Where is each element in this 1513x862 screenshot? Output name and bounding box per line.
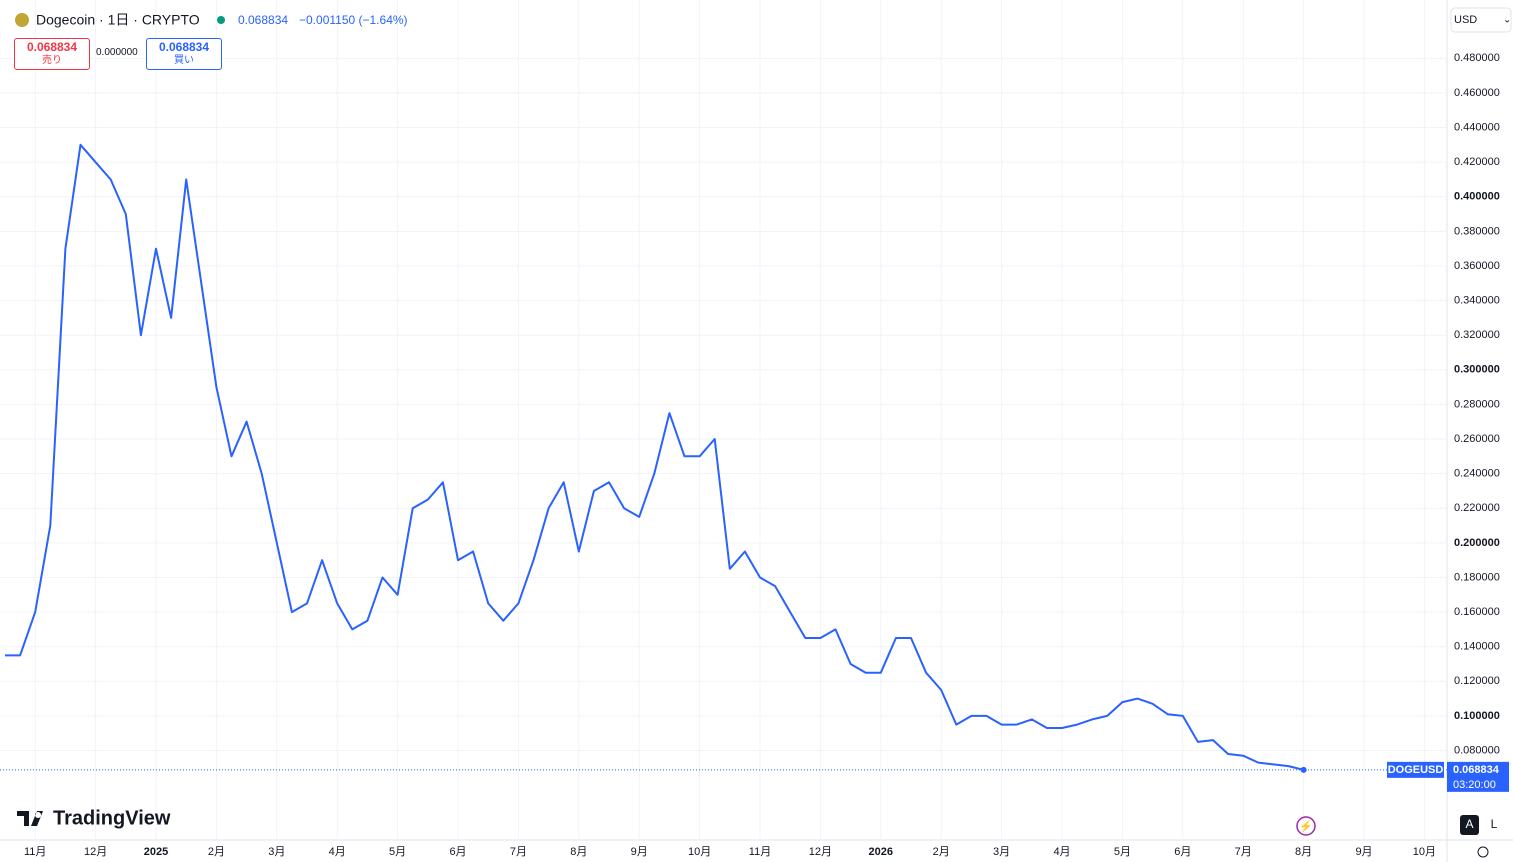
dropdown-arrow[interactable]: ⌄ — [1503, 15, 1511, 26]
auto-scale-button[interactable] — [1460, 815, 1479, 835]
buy-price[interactable]: 0.068834 — [158, 40, 210, 54]
y-tick-label: 0.200000 — [1454, 537, 1500, 549]
marks — [5, 143, 1307, 773]
sell-label[interactable]: 売り — [42, 55, 62, 66]
x-tick-label: 12月 — [84, 846, 107, 858]
y-tick-label: 0.300000 — [1454, 364, 1500, 376]
x-tick-label: 8月 — [570, 846, 587, 858]
x-tick-label: 9月 — [631, 846, 648, 858]
x-tick-label: 6月 — [1174, 846, 1191, 858]
x-tick-label: 4月 — [1053, 846, 1070, 858]
y-tick-label: 0.360000 — [1454, 260, 1500, 272]
x-tick-label: 2026 — [869, 846, 893, 858]
x-tick-label: 7月 — [1235, 846, 1252, 858]
x-tick-label: 2025 — [144, 846, 168, 858]
x-tick-label: 6月 — [449, 846, 466, 858]
x-tick-label: 2月 — [208, 846, 225, 858]
y-tick-label: 0.260000 — [1454, 433, 1500, 445]
x-tick-label: 5月 — [1114, 846, 1131, 858]
spread: 0.000000 — [96, 47, 138, 58]
y-tick-label: 0.480000 — [1454, 52, 1500, 64]
y-tick-label: 0.380000 — [1454, 225, 1500, 237]
currency-button[interactable] — [1450, 7, 1512, 33]
x-tick-label: 3月 — [993, 846, 1010, 858]
y-tick-label: 0.140000 — [1454, 641, 1500, 653]
logo: TradingView — [17, 807, 171, 829]
coin-icon — [15, 13, 29, 27]
currency[interactable]: USD — [1454, 14, 1477, 26]
logo-icon — [17, 811, 43, 826]
last-point — [1300, 766, 1307, 773]
x-tick-label: 4月 — [329, 846, 346, 858]
x-tick-label: 11月 — [749, 846, 771, 858]
y-tick-label: 0.080000 — [1454, 744, 1500, 756]
y-tick-label: 0.420000 — [1454, 156, 1500, 168]
y-tick-label: 0.340000 — [1454, 294, 1500, 306]
y-tick-label: 0.400000 — [1454, 191, 1500, 203]
y-tick-label: 0.240000 — [1454, 468, 1500, 480]
logo-text: TradingView — [53, 807, 171, 829]
price-tag-value: 0.068834 — [1453, 764, 1500, 776]
auto-scale[interactable]: A — [1465, 817, 1473, 831]
log-scale[interactable]: L — [1491, 817, 1498, 831]
sell-price[interactable]: 0.068834 — [26, 40, 78, 54]
x-tick-label: 12月 — [809, 846, 832, 858]
symbol-tag — [1387, 761, 1444, 778]
x-tick-label: 9月 — [1355, 846, 1372, 858]
sell-button[interactable]: 0.068834 売り — [14, 38, 90, 70]
alert-icon[interactable]: ⚡ — [1299, 820, 1313, 833]
price-tag — [1447, 761, 1509, 792]
alert-button[interactable] — [1296, 816, 1316, 836]
y-tick-label: 0.220000 — [1454, 502, 1500, 514]
price-tag-countdown: 03:20:00 — [1453, 779, 1496, 791]
settings-button[interactable] — [1477, 846, 1489, 858]
x-tick-label: 5月 — [389, 846, 406, 858]
x-tick-label: 2月 — [933, 846, 950, 858]
x-tick-label: 3月 — [268, 846, 285, 858]
y-tick-label: 0.120000 — [1454, 675, 1500, 687]
x-tick-label: 10月 — [688, 846, 711, 858]
x-tick-label: 7月 — [510, 846, 527, 858]
x-tick-label: 10月 — [1413, 846, 1436, 858]
y-tick-label: 0.180000 — [1454, 571, 1500, 583]
y-tick-label: 0.460000 — [1454, 87, 1500, 99]
y-tick-label: 0.440000 — [1454, 121, 1500, 133]
y-tick-label: 0.100000 — [1454, 710, 1500, 722]
symbol-tag-text: DOGEUSD — [1388, 764, 1444, 776]
buy-label[interactable]: 買い — [174, 55, 194, 66]
price: 0.068834 — [238, 13, 288, 27]
buy-button[interactable]: 0.068834 買い — [146, 38, 222, 70]
y-tick-label: 0.160000 — [1454, 606, 1500, 618]
price-line — [5, 143, 1304, 771]
symbol: Dogecoin · 1日 · CRYPTO — [36, 12, 200, 28]
y-tick-label: 0.320000 — [1454, 329, 1500, 341]
x-tick-label: 11月 — [24, 846, 46, 858]
y-tick-label: 0.280000 — [1454, 398, 1500, 410]
x-tick-label: 8月 — [1295, 846, 1312, 858]
market-status — [217, 16, 225, 24]
change: −0.001150 (−1.64%) — [299, 13, 408, 27]
